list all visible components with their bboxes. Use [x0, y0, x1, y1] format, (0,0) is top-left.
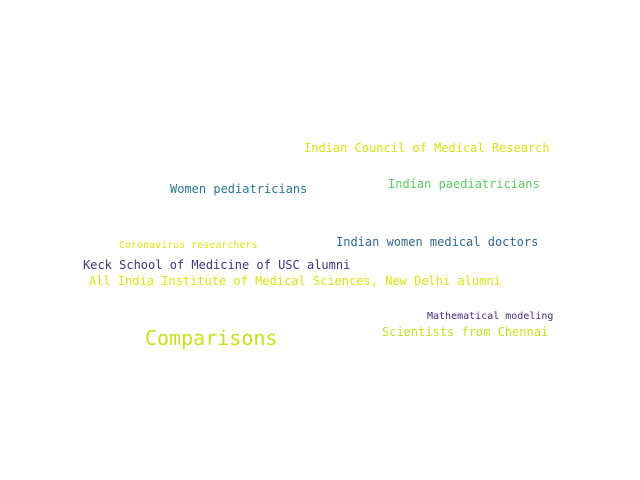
word-women-pediatricians: Women pediatricians	[170, 182, 308, 196]
word-indian-council-of-medical-research: Indian Council of Medical Research	[304, 141, 550, 155]
word-coronavirus-researchers: Coronavirus researchers	[119, 240, 258, 251]
word-all-india-institute-of-medical-sciences-new-delhi-alumni: All India Institute of Medical Sciences,…	[89, 274, 501, 288]
word-comparisons: Comparisons	[145, 326, 278, 350]
word-indian-paediatricians: Indian paediatricians	[388, 177, 540, 191]
word-keck-school-of-medicine-of-usc-alumni: Keck School of Medicine of USC alumni	[83, 258, 351, 272]
word-scientists-from-chennai: Scientists from Chennai	[382, 325, 549, 339]
word-indian-women-medical-doctors: Indian women medical doctors	[336, 235, 539, 249]
word-mathematical-modeling: Mathematical modeling	[427, 311, 554, 322]
